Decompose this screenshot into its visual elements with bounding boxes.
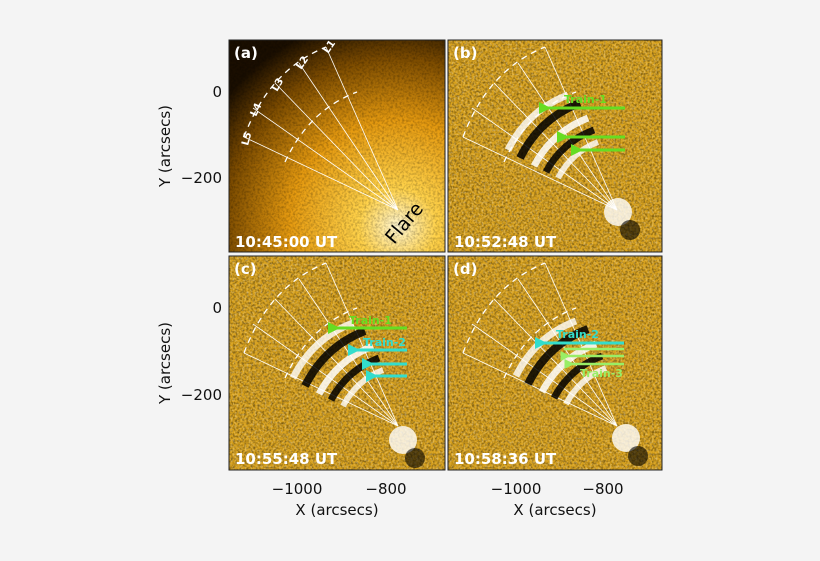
y-axis-label-bottom: Y (arcsecs) (156, 322, 174, 405)
x-axis-label-left: X (arcsecs) (295, 501, 378, 519)
x-tick-minus1000-left: −1000 (272, 480, 323, 498)
y-axis-label-top: Y (arcsecs) (156, 105, 174, 188)
y-tick-0-bottom: 0 (212, 299, 222, 317)
panel-b: Train-1 (b) 10:52:48 UT (448, 40, 662, 252)
panel-label: (d) (453, 260, 477, 278)
y-tick-minus200-top: −200 (181, 169, 222, 187)
timestamp: 10:52:48 UT (454, 233, 557, 251)
panel-a: L1 L2 L3 L4 L5 Flare (a) 10:45:00 UT (229, 38, 445, 252)
panel-frames (228, 39, 663, 471)
slit-label-l4: L4 (249, 101, 265, 118)
x-axis-label-right: X (arcsecs) (513, 501, 596, 519)
train-1-label: Train-1 (564, 93, 607, 106)
x-tick-minus800-left: −800 (365, 480, 406, 498)
timestamp: 10:45:00 UT (235, 233, 338, 251)
y-tick-minus200-bottom: −200 (181, 386, 222, 404)
x-tick-minus800-right: −800 (582, 480, 623, 498)
panel-c: Train-1 Train-2 (c) 10:55:48 UT (229, 256, 445, 470)
train-1-label: Train-1 (349, 314, 392, 327)
y-tick-0-top: 0 (212, 83, 222, 101)
train-2-label: Train-2 (363, 336, 406, 349)
panel-label: (b) (453, 44, 477, 62)
train-2-label: Train-2 (556, 328, 599, 341)
timestamp: 10:55:48 UT (235, 450, 338, 468)
train-3-label: Train-3 (580, 367, 623, 380)
panel-label: (a) (234, 44, 258, 62)
panel-label: (c) (234, 260, 257, 278)
panel-d: Train-2 Train-3 (d) 10:58:36 UT (448, 256, 662, 470)
slit-label-l5: L5 (240, 131, 254, 147)
x-tick-minus1000-right: −1000 (491, 480, 542, 498)
timestamp: 10:58:36 UT (454, 450, 557, 468)
